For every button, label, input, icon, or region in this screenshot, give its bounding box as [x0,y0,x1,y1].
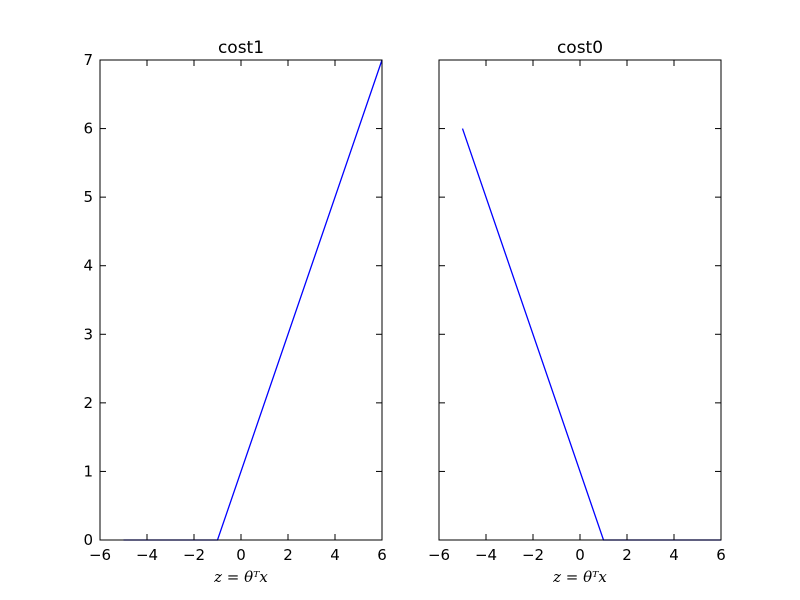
x-tick-label: −4 [475,546,497,564]
y-tick-label: 6 [83,120,93,138]
x-tick-label: −2 [183,546,205,564]
chart-title: cost1 [218,38,264,58]
x-tick-label: 6 [716,546,726,564]
chart-title: cost0 [557,38,603,58]
y-tick-label: 4 [83,257,93,275]
x-axis-label: z = θᵀx [213,568,268,586]
x-tick-label: 2 [283,546,293,564]
subplot-0: −6 −4 −2 0 2 4 6 0 1 2 3 4 5 6 7 cost1 z = θᵀx [83,38,386,586]
x-tick-label: 4 [669,546,679,564]
y-tick-label: 0 [83,531,93,549]
x-tick-label: −4 [136,546,158,564]
y-tick-label: 7 [83,51,93,69]
x-tick-label: 2 [622,546,632,564]
subplots: −6 −4 −2 0 2 4 6 0 1 2 3 4 5 6 7 cost1 z = θᵀx −6 −4 −2 0 2 4 6… [83,38,725,586]
x-tick-label: 0 [575,546,585,564]
y-tick-label: 3 [83,325,93,343]
x-axis-label: z = θᵀx [552,568,607,586]
x-tick-label: −6 [89,546,111,564]
x-tick-label: 6 [377,546,387,564]
x-tick-label: −6 [428,546,450,564]
x-tick-label: −2 [522,546,544,564]
y-tick-label: 5 [83,188,93,206]
y-tick-label: 1 [83,462,93,480]
x-tick-label: 0 [236,546,246,564]
y-tick-label: 2 [83,394,93,412]
subplot-1: −6 −4 −2 0 2 4 6 cost0 z = θᵀx [428,38,726,586]
x-tick-label: 4 [330,546,340,564]
